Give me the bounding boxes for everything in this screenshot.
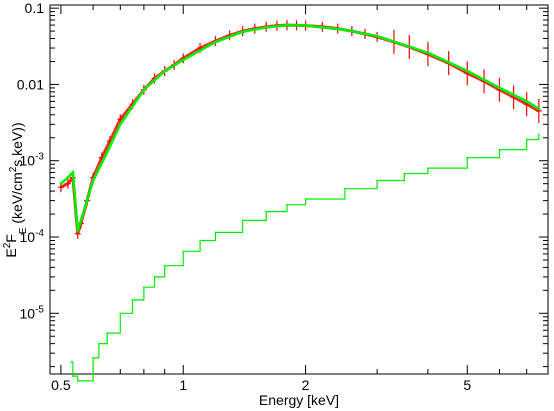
component-point (131, 299, 134, 301)
x-minor-ticks (92, 5, 528, 374)
y-tick-label: 10-5 (20, 304, 45, 321)
model-series (59, 23, 541, 233)
plot-frame (49, 4, 549, 375)
x-tick-label: 1 (179, 377, 187, 393)
model-point (118, 122, 122, 126)
component-point (265, 210, 267, 213)
component-point (76, 380, 79, 382)
x-tick-label: 5 (463, 377, 471, 393)
component-point (106, 332, 109, 334)
model-point (241, 30, 245, 34)
y-tick-label: 0.1 (25, 0, 45, 16)
component-point (143, 286, 145, 288)
component-step-line (71, 134, 540, 382)
y-major-ticks (50, 7, 548, 314)
component-point (163, 264, 166, 267)
component-point (403, 172, 406, 175)
component-point (153, 276, 156, 278)
model-point (105, 150, 109, 154)
model-point (142, 88, 146, 92)
model-point (181, 58, 185, 62)
model-point (525, 99, 529, 103)
y-tick-labels: 0.1 0.01 10-3 10-4 10-5 (17, 0, 45, 321)
model-point (76, 229, 80, 233)
model-point (426, 51, 430, 55)
model-point (71, 171, 75, 174)
model-point (163, 69, 167, 73)
component-point (214, 231, 217, 234)
y-tick-label: 10-3 (20, 152, 45, 169)
model-point (66, 176, 70, 180)
model-point (285, 23, 289, 27)
component-point (92, 357, 94, 359)
model-point (465, 69, 469, 73)
component-point (538, 133, 540, 136)
y-tick-label: 10-4 (20, 228, 45, 245)
component-point (119, 312, 122, 315)
model-point (537, 107, 541, 111)
component-point (376, 179, 378, 182)
svg-text:0.1: 0.1 (25, 0, 45, 16)
component-point (199, 239, 201, 242)
model-point (91, 179, 95, 182)
x-major-ticks (60, 5, 468, 374)
component-point (70, 361, 73, 363)
svg-text:10-4: 10-4 (20, 228, 45, 245)
component-point (241, 219, 244, 222)
x-tick-label: 2 (302, 377, 310, 393)
component-point (98, 342, 100, 345)
y-axis-label: E2FE (keV/cm2s keV)) (2, 122, 29, 257)
model-point (304, 24, 307, 28)
model-point (498, 86, 501, 90)
model-line (60, 23, 540, 232)
component-point (304, 198, 307, 200)
component-point (72, 375, 74, 377)
data-series (57, 20, 542, 239)
component-series (70, 133, 540, 382)
x-tick-label: 0.5 (51, 377, 71, 393)
model-point (85, 199, 89, 203)
series-layer (57, 20, 542, 382)
model-point (264, 25, 268, 29)
model-point (214, 40, 217, 44)
component-point (427, 167, 429, 169)
model-point (59, 182, 63, 186)
model-point (343, 28, 347, 32)
component-point (286, 203, 288, 206)
component-point (466, 156, 469, 159)
data-band (60, 23, 540, 235)
plot-area (49, 4, 549, 382)
component-point (498, 148, 501, 151)
svg-text:10-3: 10-3 (20, 152, 45, 169)
model-point (375, 34, 379, 38)
component-point (525, 138, 528, 141)
component-point (344, 187, 346, 190)
svg-text:10-5: 10-5 (20, 304, 45, 321)
y-minor-ticks (50, 11, 548, 368)
svg-text:0.01: 0.01 (17, 76, 44, 92)
y-tick-label: 0.01 (17, 76, 44, 92)
component-point (182, 250, 185, 253)
x-axis-label: Energy [keV] (259, 392, 339, 408)
x-tick-labels: 0.5 1 2 5 (51, 377, 471, 393)
